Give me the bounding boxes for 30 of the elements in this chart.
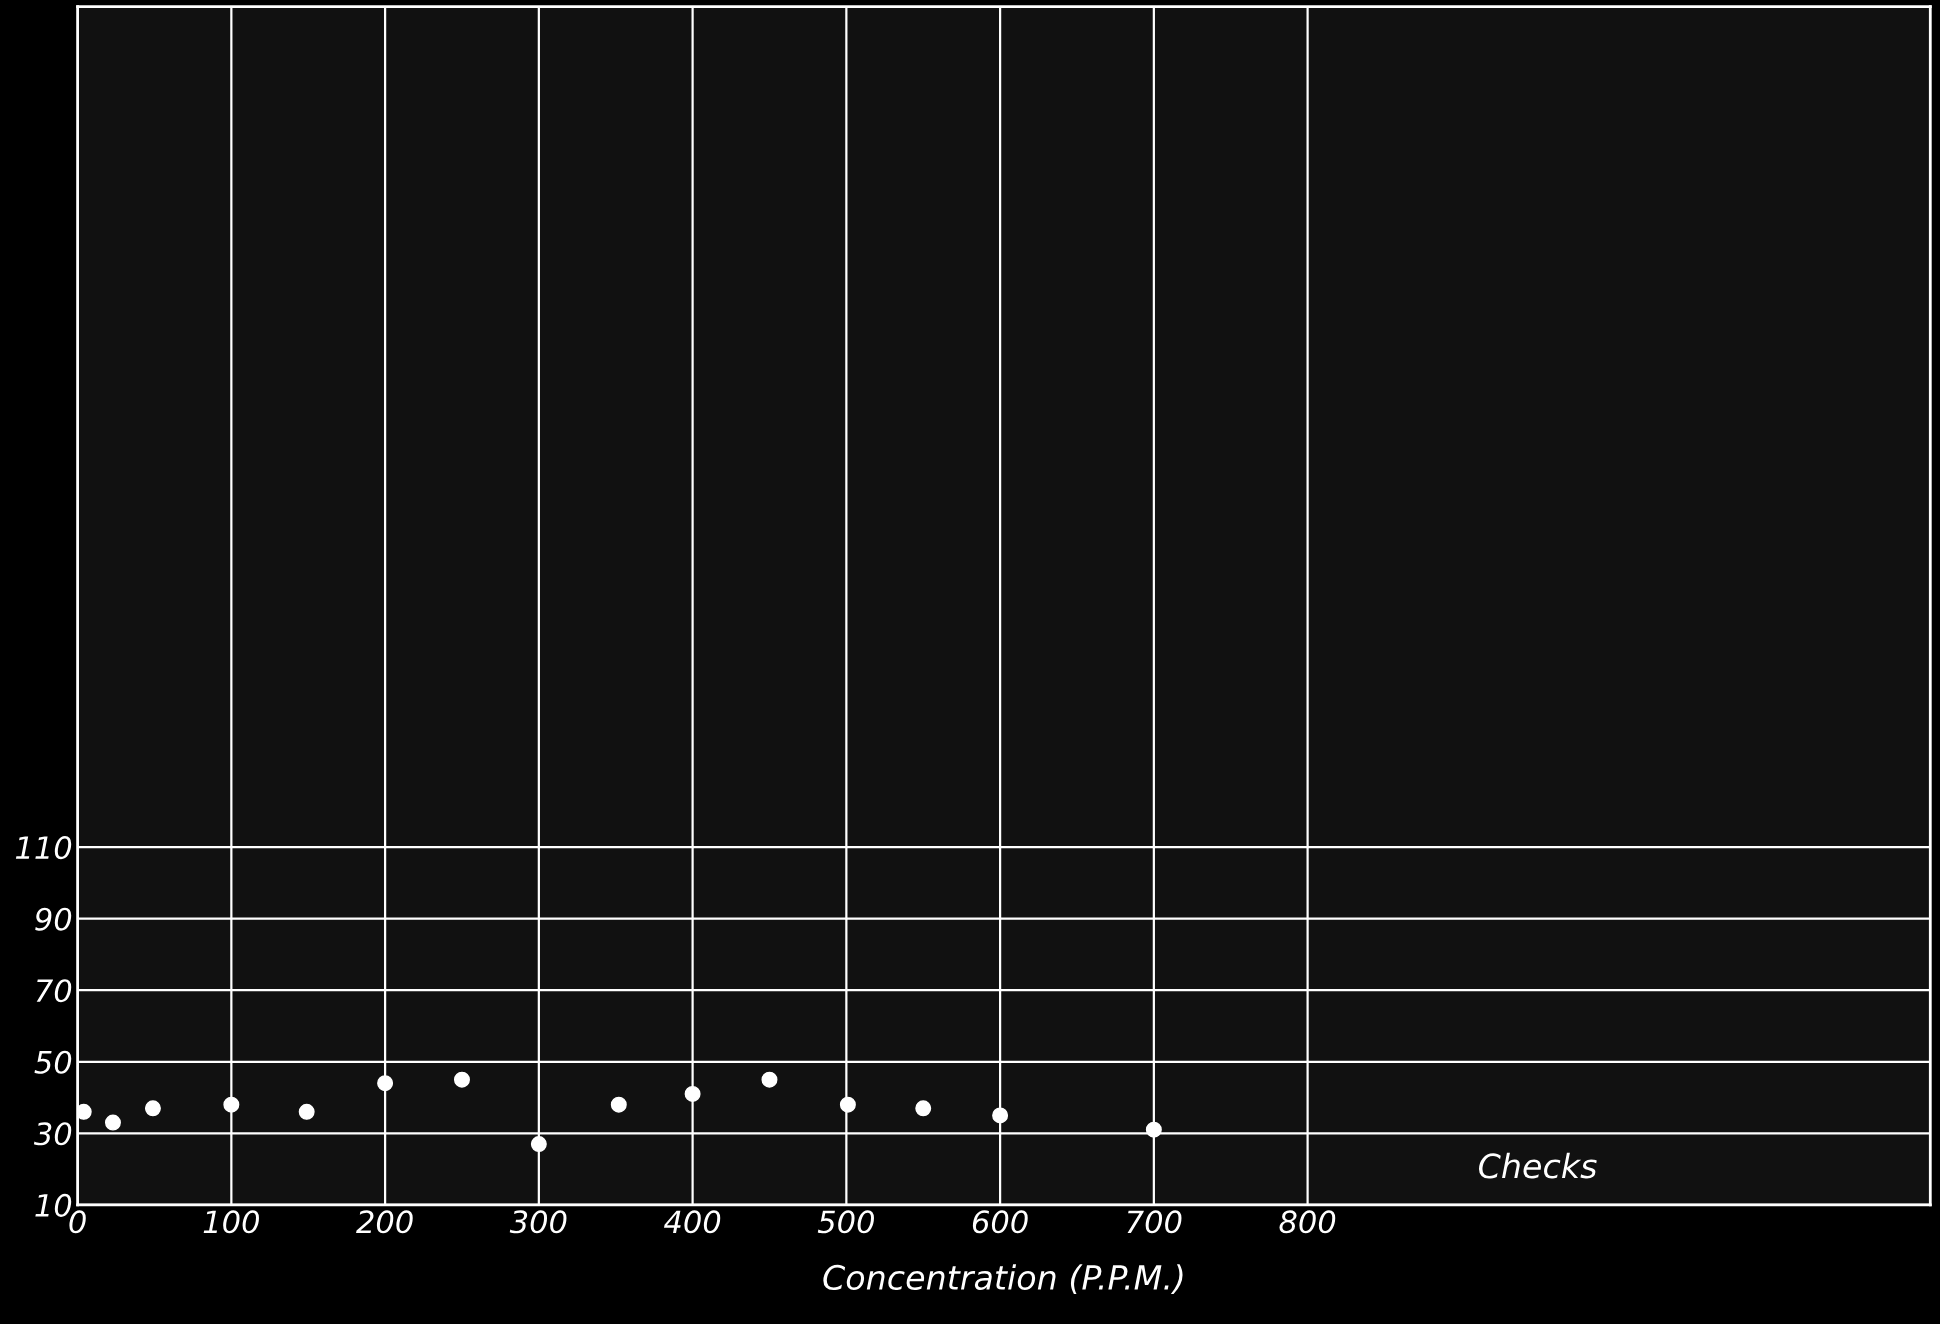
x-tick-label: 500 <box>817 1210 874 1234</box>
x-tick-label: 700 <box>1127 1210 1182 1234</box>
y-tick-label: 90 <box>35 907 72 931</box>
point <box>104 1114 121 1131</box>
y-tick-label: 50 <box>34 1050 72 1074</box>
point <box>610 1096 627 1113</box>
point <box>684 1085 701 1102</box>
point <box>1145 1121 1162 1138</box>
x-tick-label: 600 <box>972 1210 1028 1234</box>
x-tick-label: 300 <box>509 1210 567 1234</box>
y-tick-label: 70 <box>36 979 72 1003</box>
point <box>761 1071 778 1088</box>
point <box>453 1071 470 1088</box>
point <box>144 1100 161 1117</box>
point <box>298 1103 315 1120</box>
point <box>839 1096 856 1113</box>
point <box>915 1100 932 1117</box>
x-tick-label: 400 <box>664 1210 721 1234</box>
x-tick-label: 100 <box>203 1210 259 1234</box>
point <box>530 1136 547 1153</box>
y-tick-label: 110 <box>15 836 72 860</box>
point <box>992 1107 1009 1124</box>
point <box>77 1103 92 1120</box>
annotation: Checks <box>1478 1152 1597 1179</box>
x-tick-label: 800 <box>1279 1210 1336 1234</box>
point <box>223 1096 240 1113</box>
point <box>377 1075 394 1092</box>
x-tick-label: 200 <box>356 1210 413 1234</box>
x-axis-title: Concentration (P.P.M.) <box>823 1264 1183 1294</box>
y-tick-label: 30 <box>33 1122 72 1146</box>
